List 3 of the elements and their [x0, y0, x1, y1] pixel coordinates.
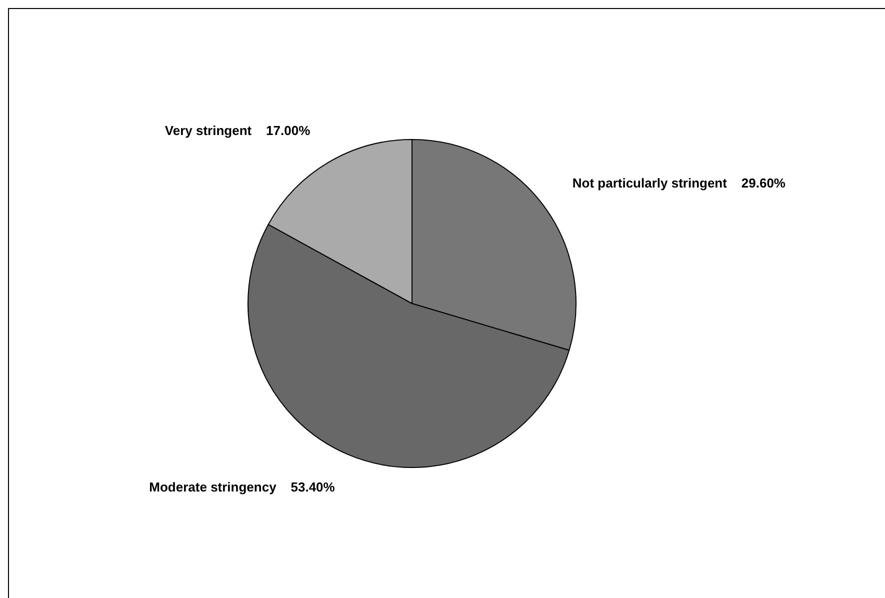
slice-label: Moderate stringency 53.40% [149, 480, 336, 495]
slice-label: Not particularly stringent 29.60% [572, 175, 786, 190]
slice-label: Very stringent 17.00% [164, 122, 311, 138]
